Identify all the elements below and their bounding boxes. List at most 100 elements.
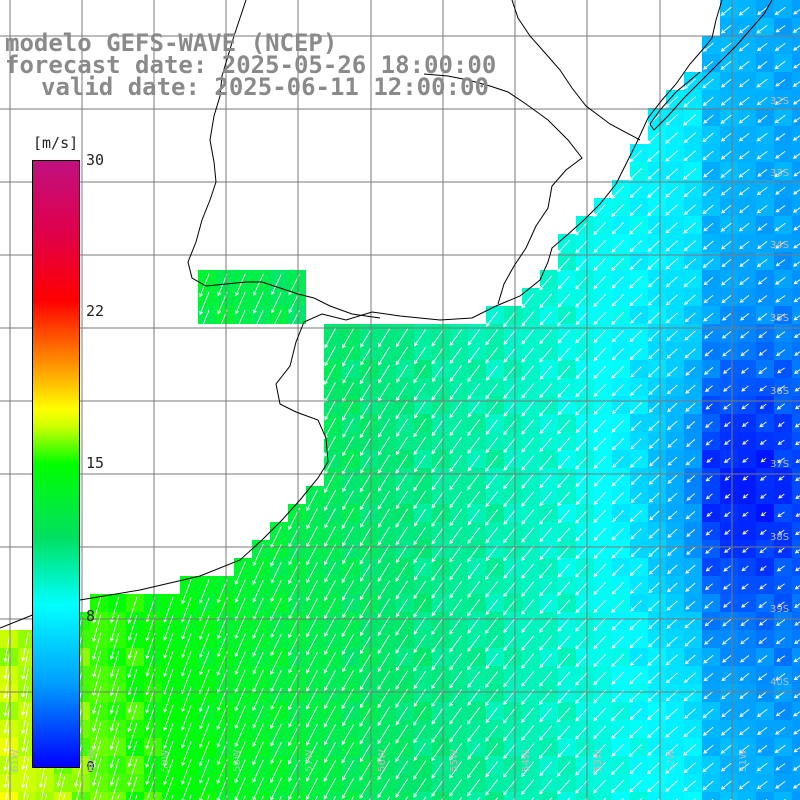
lon-label-56w: 56W — [377, 749, 388, 772]
wind-arrow — [630, 492, 642, 504]
wind-arrow — [556, 257, 571, 273]
wind-arrow — [665, 204, 679, 216]
wind-arrow — [705, 403, 713, 410]
wind-arrow — [395, 598, 408, 618]
wind-arrow — [629, 204, 642, 217]
wind-arrow — [234, 579, 246, 604]
wind-arrow — [647, 744, 661, 757]
wind-arrow — [647, 132, 661, 145]
wind-arrow — [611, 384, 624, 397]
valid-date: valid date: 2025-06-11 12:00:00 — [41, 73, 489, 101]
wind-arrow — [270, 292, 282, 314]
wind-arrow — [449, 760, 463, 779]
wind-arrow — [721, 313, 732, 321]
wind-cell — [738, 792, 756, 800]
wind-arrow — [359, 472, 372, 493]
wind-cell — [576, 792, 594, 800]
wind-cell — [792, 558, 800, 576]
wind-arrow — [270, 741, 282, 765]
wind-arrow — [792, 765, 800, 771]
wind-arrow — [706, 457, 713, 463]
wind-arrow — [557, 635, 571, 651]
wind-arrow — [703, 222, 714, 232]
wind-arrow — [792, 153, 800, 159]
wind-arrow — [757, 313, 768, 321]
wind-arrow — [413, 472, 427, 492]
wind-arrow — [359, 598, 373, 619]
wind-arrow — [757, 745, 768, 753]
wind-arrow — [359, 652, 373, 673]
wind-arrow — [704, 349, 713, 357]
wind-arrow — [449, 742, 463, 761]
wind-arrow — [485, 653, 499, 670]
wind-arrow — [199, 705, 210, 730]
wind-cell — [792, 288, 800, 306]
wind-arrow — [378, 346, 390, 366]
wind-arrow — [21, 632, 29, 662]
wind-arrow — [324, 508, 336, 529]
wind-cell — [288, 792, 306, 800]
wind-cell — [108, 792, 126, 800]
wind-arrow — [539, 473, 553, 489]
wind-arrow — [682, 168, 697, 180]
wind-arrow — [738, 60, 750, 70]
wind-arrow — [723, 385, 731, 392]
wind-arrow — [556, 365, 571, 381]
lagoon-coast — [649, 0, 773, 131]
wind-arrow — [92, 668, 102, 697]
wind-arrow — [756, 258, 768, 268]
wind-arrow — [503, 671, 517, 688]
wind-arrow — [557, 347, 571, 362]
wind-arrow — [521, 347, 535, 363]
wind-arrow — [774, 277, 786, 285]
wind-arrow — [742, 457, 749, 463]
wind-cell — [792, 774, 800, 792]
wind-arrow — [666, 366, 678, 377]
wind-arrow — [467, 455, 480, 472]
wind-arrow — [647, 168, 660, 180]
wind-arrow — [342, 382, 354, 403]
wind-arrow — [306, 508, 318, 530]
wind-arrow — [270, 616, 282, 638]
wind-arrow — [449, 401, 463, 419]
wind-arrow — [665, 258, 679, 270]
wind-arrow — [611, 293, 625, 307]
wind-arrow — [341, 724, 354, 746]
wind-arrow — [323, 759, 336, 782]
wind-arrow — [484, 563, 499, 581]
wind-arrow — [431, 490, 445, 509]
wind-arrow — [503, 383, 517, 400]
wind-arrow — [127, 776, 138, 800]
wind-arrow — [485, 491, 499, 508]
wind-arrow — [449, 670, 463, 689]
wind-arrow — [777, 601, 785, 608]
wind-arrow — [306, 741, 318, 764]
wind-arrow — [467, 491, 481, 509]
wind-arrow — [775, 259, 786, 267]
wind-arrow — [127, 633, 138, 660]
wind-arrow — [163, 723, 174, 749]
wind-arrow — [742, 547, 749, 553]
wind-arrow — [342, 346, 354, 367]
wind-arrow — [683, 708, 696, 719]
wind-arrow — [306, 669, 318, 692]
wind-arrow — [109, 632, 120, 661]
wind-arrow — [648, 438, 660, 449]
wind-arrow — [539, 707, 553, 723]
wind-cell — [702, 792, 720, 800]
wind-arrow — [359, 544, 372, 565]
wind-arrow — [503, 563, 517, 579]
wind-arrow — [538, 743, 553, 760]
wind-arrow — [775, 637, 786, 645]
wind-arrow — [556, 311, 571, 327]
wind-arrow — [163, 759, 174, 786]
wind-arrow — [794, 549, 800, 554]
wind-arrow — [431, 365, 444, 383]
wind-arrow — [324, 742, 336, 764]
wind-arrow — [467, 509, 481, 526]
wind-arrow — [92, 632, 102, 661]
wind-arrow — [628, 221, 643, 235]
wind-arrow — [377, 634, 391, 655]
wind-arrow — [342, 544, 354, 565]
wind-arrow — [270, 579, 282, 603]
